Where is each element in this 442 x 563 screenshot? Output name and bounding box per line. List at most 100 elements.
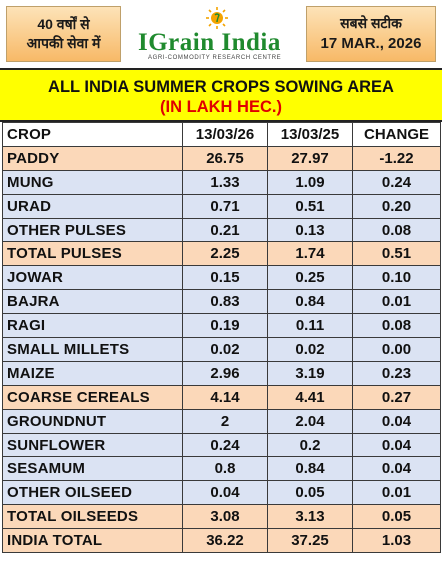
- table-row: PADDY 26.75 27.97 -1.22: [2, 145, 441, 171]
- table-row: BAJRA 0.83 0.84 0.01: [2, 289, 441, 315]
- area-change: 0.20: [352, 193, 441, 219]
- logo-name: IGrain India: [138, 29, 281, 56]
- crop-name: SUNFLOWER: [2, 432, 183, 458]
- area-change: 0.00: [352, 337, 441, 362]
- table-body: CROP 13/03/26 13/03/25 CHANGE PADDY 26.75…: [2, 122, 441, 554]
- area-2026: 0.02: [182, 337, 268, 362]
- table-row: SUNFLOWER 0.24 0.2 0.04: [2, 432, 441, 458]
- crop-name: BAJRA: [2, 289, 183, 315]
- table-row: TOTAL PULSES 2.25 1.74 0.51: [2, 241, 441, 267]
- crop-name: OTHER PULSES: [2, 217, 183, 243]
- area-2026: 3.08: [182, 504, 268, 530]
- area-2025: 27.97: [267, 145, 353, 171]
- date-box: सबसे सटीक 17 MAR., 2026: [306, 6, 436, 62]
- area-2025: 0.02: [267, 337, 353, 362]
- crop-name: INDIA TOTAL: [2, 528, 183, 554]
- column-header-change: CHANGE: [352, 122, 441, 147]
- table-row: GROUNDNUT 2 2.04 0.04: [2, 408, 441, 434]
- area-change: 0.10: [352, 265, 441, 291]
- tagline-box: 40 वर्षों से आपकी सेवा में: [6, 6, 121, 62]
- area-2026: 0.24: [182, 432, 268, 458]
- area-2025: 0.25: [267, 265, 353, 291]
- header: 40 वर्षों से आपकी सेवा में IGrain India …: [0, 0, 442, 68]
- table-row: INDIA TOTAL 36.22 37.25 1.03: [2, 528, 441, 554]
- table-row: RAGI 0.19 0.11 0.08: [2, 313, 441, 339]
- column-header-crop: CROP: [2, 122, 183, 147]
- area-2025: 0.11: [267, 313, 353, 339]
- area-change: 0.04: [352, 432, 441, 458]
- logo-tagline: AGRI-COMMODITY RESEARCH CENTRE: [148, 55, 282, 61]
- area-change: -1.22: [352, 145, 441, 171]
- tagline-line-2: आपकी सेवा में: [26, 35, 101, 51]
- area-2026: 26.75: [182, 145, 268, 171]
- area-2026: 2: [182, 408, 268, 434]
- table-row: OTHER PULSES 0.21 0.13 0.08: [2, 217, 441, 243]
- area-change: 0.24: [352, 169, 441, 195]
- area-change: 0.08: [352, 217, 441, 243]
- table-row: JOWAR 0.15 0.25 0.10: [2, 265, 441, 291]
- area-2025: 37.25: [267, 528, 353, 554]
- units-subtitle: (IN LAKH HEC.): [160, 98, 282, 116]
- area-2026: 2.96: [182, 360, 268, 386]
- crop-name: SMALL MILLETS: [2, 337, 183, 362]
- column-header-2025: 13/03/25: [267, 122, 353, 147]
- area-change: 0.23: [352, 360, 441, 386]
- area-2026: 0.8: [182, 456, 268, 482]
- area-2025: 3.19: [267, 360, 353, 386]
- table-row: URAD 0.71 0.51 0.20: [2, 193, 441, 219]
- table-row: MUNG 1.33 1.09 0.24: [2, 169, 441, 195]
- area-change: 0.08: [352, 313, 441, 339]
- crop-name: COARSE CEREALS: [2, 384, 183, 410]
- area-change: 0.04: [352, 456, 441, 482]
- area-2025: 0.84: [267, 456, 353, 482]
- area-2025: 2.04: [267, 408, 353, 434]
- title-band: ALL INDIA SUMMER CROPS SOWING AREA (IN L…: [0, 68, 442, 122]
- area-2026: 2.25: [182, 241, 268, 267]
- table-row: SMALL MILLETS 0.02 0.02 0.00: [2, 337, 441, 362]
- area-2026: 0.04: [182, 480, 268, 506]
- report-date: 17 MAR., 2026: [320, 35, 422, 52]
- crop-name: OTHER OILSEED: [2, 480, 183, 506]
- area-2026: 0.21: [182, 217, 268, 243]
- area-2025: 1.09: [267, 169, 353, 195]
- area-change: 0.01: [352, 289, 441, 315]
- area-2025: 0.51: [267, 193, 353, 219]
- table-header-row: CROP 13/03/26 13/03/25 CHANGE: [2, 122, 441, 147]
- crop-name: TOTAL OILSEEDS: [2, 504, 183, 530]
- area-2025: 0.13: [267, 217, 353, 243]
- crop-name: RAGI: [2, 313, 183, 339]
- table-row: MAIZE 2.96 3.19 0.23: [2, 360, 441, 386]
- area-change: 1.03: [352, 528, 441, 554]
- crop-name: MUNG: [2, 169, 183, 195]
- sowing-table: CROP 13/03/26 13/03/25 CHANGE PADDY 26.75…: [2, 122, 441, 554]
- area-2025: 0.2: [267, 432, 353, 458]
- area-2026: 1.33: [182, 169, 268, 195]
- area-2026: 36.22: [182, 528, 268, 554]
- crop-name: SESAMUM: [2, 456, 183, 482]
- table-row: OTHER OILSEED 0.04 0.05 0.01: [2, 480, 441, 506]
- area-change: 0.05: [352, 504, 441, 530]
- table-row: SESAMUM 0.8 0.84 0.04: [2, 456, 441, 482]
- area-2026: 0.15: [182, 265, 268, 291]
- page-title: ALL INDIA SUMMER CROPS SOWING AREA: [48, 78, 394, 96]
- area-2025: 0.05: [267, 480, 353, 506]
- area-change: 0.51: [352, 241, 441, 267]
- area-2026: 0.83: [182, 289, 268, 315]
- area-2025: 4.41: [267, 384, 353, 410]
- area-2026: 0.71: [182, 193, 268, 219]
- crop-name: JOWAR: [2, 265, 183, 291]
- area-change: 0.27: [352, 384, 441, 410]
- area-change: 0.04: [352, 408, 441, 434]
- crop-name: PADDY: [2, 145, 183, 171]
- tagline-line-1: 40 वर्षों से: [37, 16, 90, 32]
- sun-icon: [206, 7, 228, 29]
- area-2025: 3.13: [267, 504, 353, 530]
- area-2025: 0.84: [267, 289, 353, 315]
- crop-name: MAIZE: [2, 360, 183, 386]
- area-2026: 4.14: [182, 384, 268, 410]
- area-2025: 1.74: [267, 241, 353, 267]
- area-change: 0.01: [352, 480, 441, 506]
- crop-name: URAD: [2, 193, 183, 219]
- table-row: COARSE CEREALS 4.14 4.41 0.27: [2, 384, 441, 410]
